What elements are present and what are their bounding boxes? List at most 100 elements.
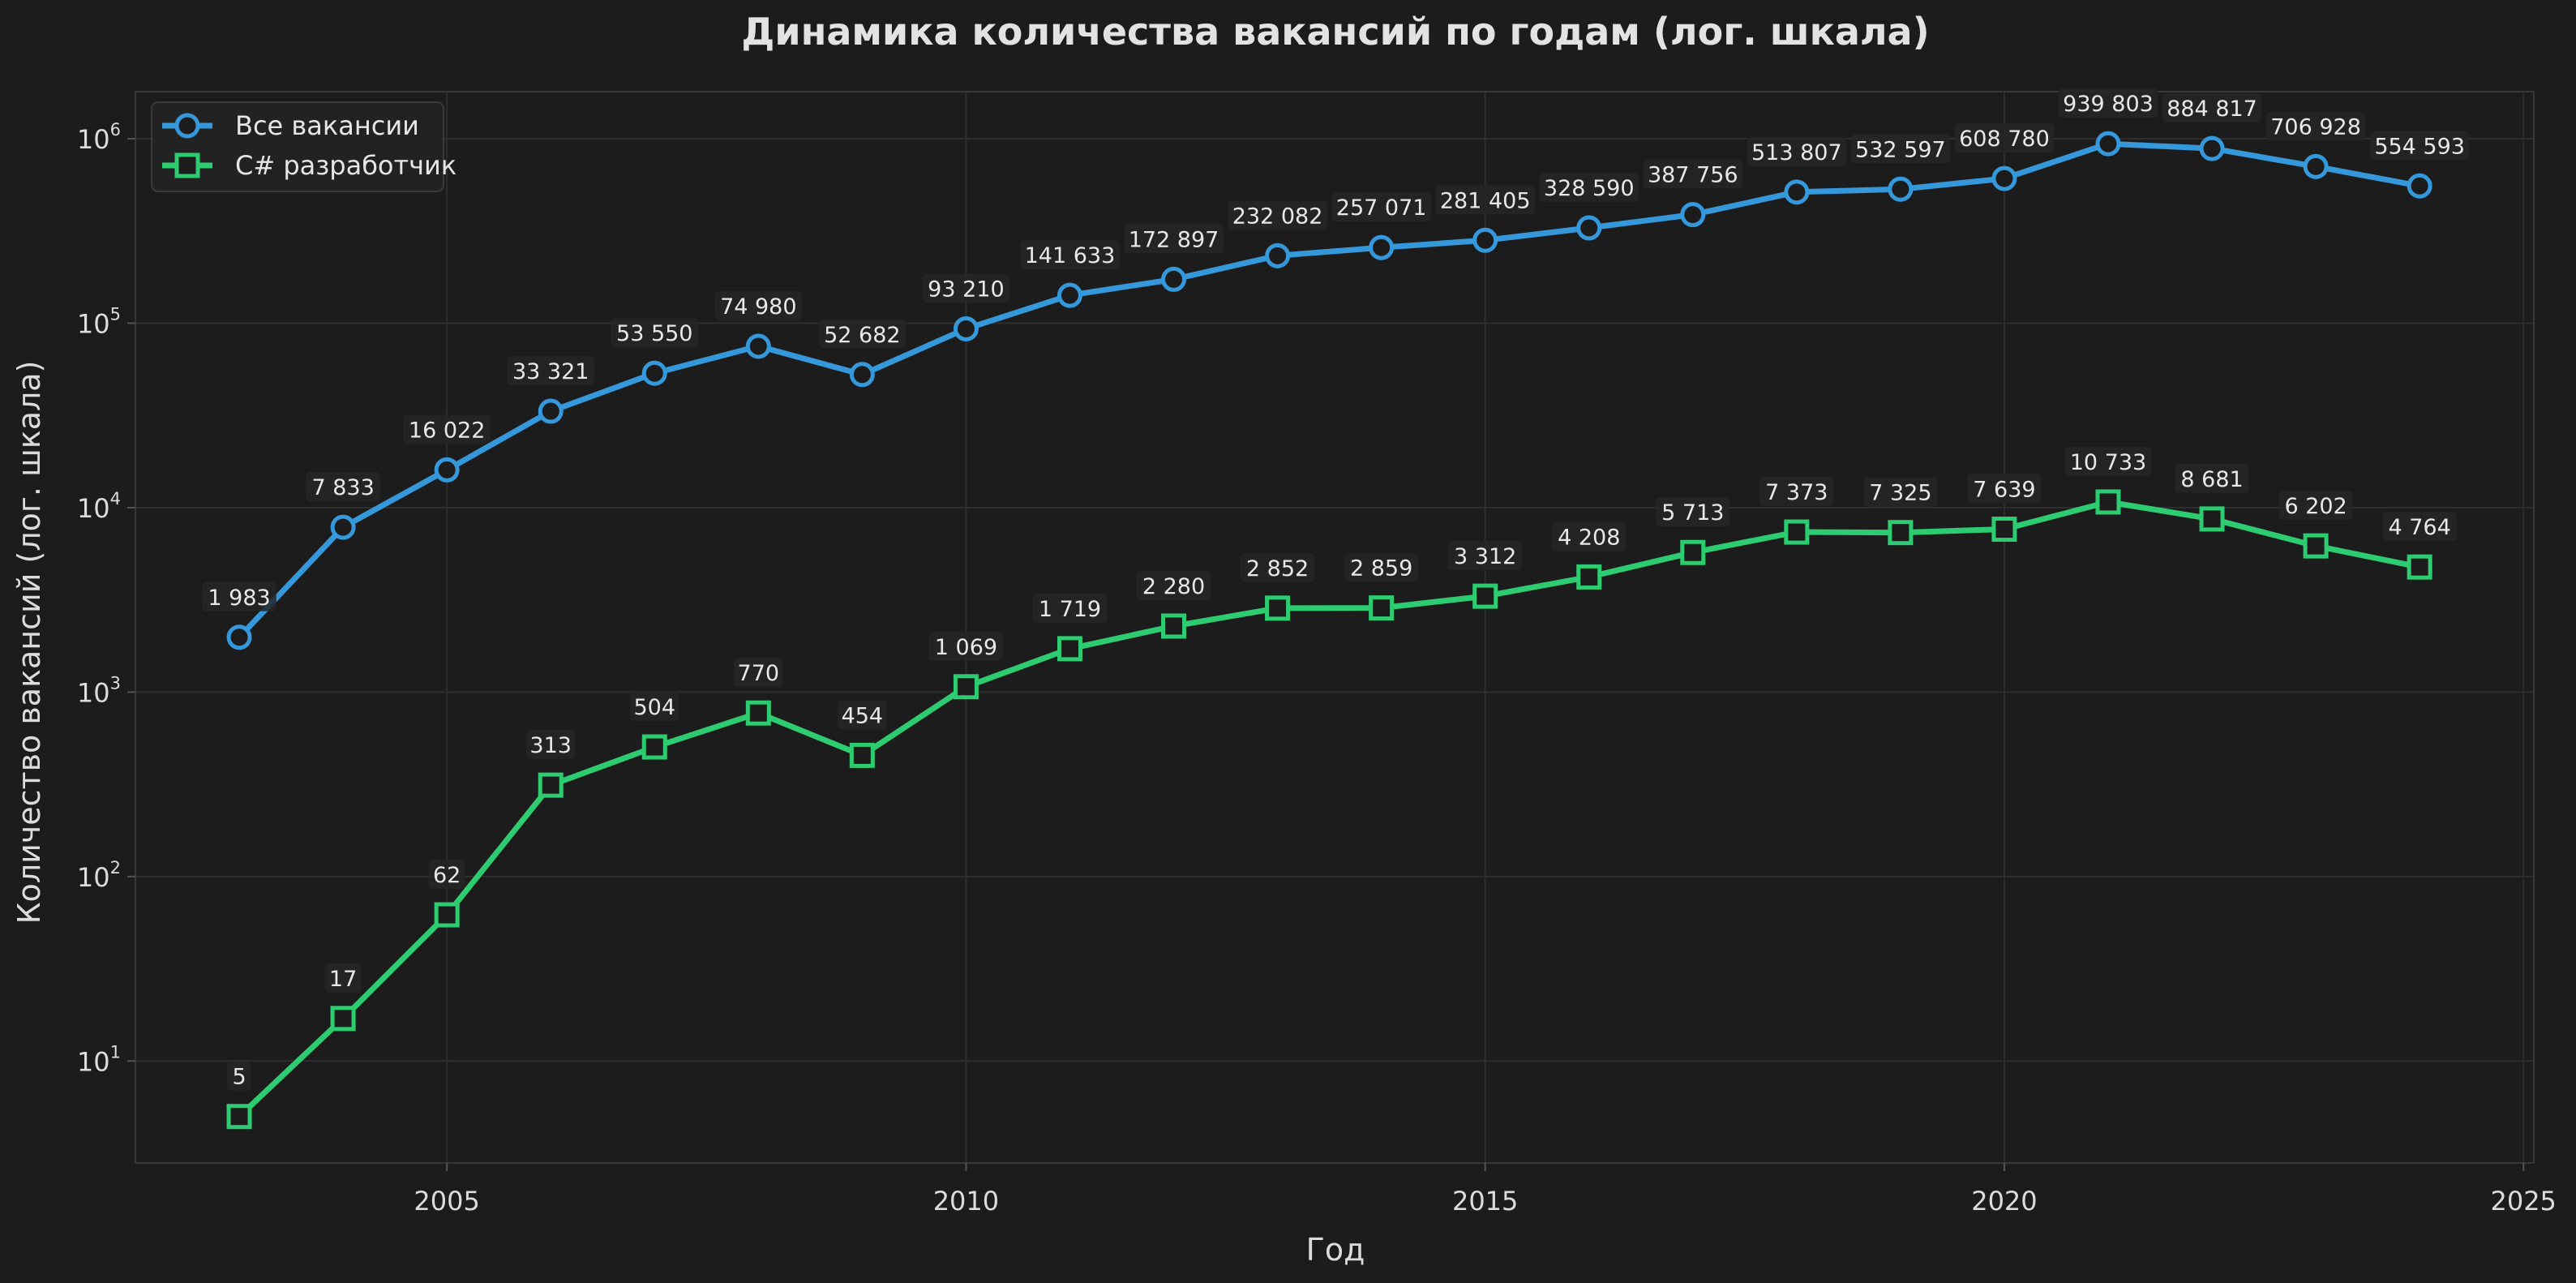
- data-label-box: [2382, 512, 2457, 542]
- data-label-box: [2175, 463, 2249, 493]
- data-label-box: [1759, 477, 1834, 507]
- data-label-box: [838, 700, 887, 730]
- data-label-box: [2369, 131, 2470, 161]
- legend: Все вакансии C# разработчик: [151, 101, 456, 192]
- x-axis-ticks: 2005 2010 2015 2020 2025: [414, 1163, 2557, 1216]
- data-label-box: [1240, 552, 1315, 582]
- y-tick-exponent: 5: [110, 304, 121, 324]
- data-point: [1784, 179, 1810, 205]
- data-label: 554 593: [2374, 134, 2465, 159]
- data-label-box: [1228, 200, 1327, 230]
- data-label: 2 280: [1142, 574, 1205, 599]
- data-label-box: [2265, 111, 2366, 141]
- y-tick-base: 10: [77, 677, 110, 708]
- data-label: 172 897: [1129, 227, 1219, 252]
- data-label: 7 639: [1973, 478, 2035, 503]
- data-label-box: [227, 1061, 251, 1091]
- data-point: [2303, 153, 2329, 179]
- data-point: [641, 734, 667, 760]
- series-1: 1 983 7 833 16 022 33 321 53 550 74 980 52 682…: [202, 88, 2470, 650]
- data-label: 4 764: [2388, 515, 2450, 540]
- data-label-box: [1539, 172, 1639, 202]
- data-label-box: [734, 658, 783, 688]
- data-point: [1576, 564, 1602, 590]
- data-label: 513 807: [1751, 140, 1842, 165]
- data-label-box: [1032, 593, 1108, 623]
- data-point: [953, 674, 979, 700]
- data-point: [641, 360, 667, 386]
- y-tick-exponent: 3: [110, 673, 121, 693]
- data-label: 141 633: [1025, 243, 1116, 268]
- data-point: [1472, 583, 1498, 609]
- data-label: 504: [633, 695, 675, 720]
- data-label-box: [1344, 552, 1419, 582]
- data-point: [1369, 234, 1395, 260]
- data-label: 6 202: [2284, 494, 2347, 519]
- data-point: [1472, 227, 1498, 253]
- data-point: [2303, 533, 2329, 559]
- data-label-box: [922, 273, 1009, 303]
- data-label-box: [403, 414, 491, 444]
- data-point: [745, 700, 771, 726]
- data-point: [1161, 266, 1187, 292]
- data-point: [1265, 595, 1291, 621]
- data-label-box: [714, 290, 802, 320]
- data-label: 93 210: [928, 277, 1004, 302]
- data-label-box: [1020, 240, 1120, 270]
- data-point: [226, 1104, 252, 1130]
- data-label: 706 928: [2270, 114, 2361, 139]
- data-point: [330, 514, 356, 540]
- data-label: 3 312: [1454, 544, 1516, 569]
- legend-marker: [174, 152, 200, 178]
- data-label-box: [202, 581, 276, 611]
- x-tick-label: 2005: [414, 1186, 479, 1216]
- data-label-box: [1331, 192, 1431, 222]
- data-label: 770: [738, 661, 780, 686]
- data-label: 74 980: [720, 294, 796, 320]
- data-point: [1369, 595, 1395, 621]
- data-label-box: [525, 730, 576, 760]
- data-label: 8 681: [2180, 467, 2243, 492]
- data-point: [1576, 215, 1602, 241]
- data-point: [538, 398, 564, 424]
- y-tick-label: 104: [77, 489, 121, 524]
- data-label-box: [1954, 123, 2055, 153]
- data-label-box: [324, 963, 362, 993]
- data-label: 2 859: [1350, 556, 1412, 581]
- data-point: [2095, 489, 2121, 515]
- legend-item: Все вакансии: [162, 110, 419, 141]
- data-label: 387 756: [1648, 163, 1738, 188]
- data-point: [1680, 202, 1706, 228]
- data-label: 5: [232, 1065, 246, 1090]
- data-label: 313: [529, 733, 572, 758]
- data-label-box: [1863, 477, 1938, 507]
- data-label-box: [1124, 224, 1224, 254]
- data-label-box: [507, 356, 594, 386]
- data-label: 7 373: [1765, 480, 1828, 505]
- data-point: [2199, 135, 2225, 161]
- data-point: [434, 902, 460, 928]
- data-label: 52 682: [824, 323, 900, 348]
- data-label: 454: [842, 703, 884, 728]
- y-tick-exponent: 1: [110, 1042, 121, 1062]
- data-label: 328 590: [1544, 176, 1635, 201]
- data-label: 1 719: [1039, 597, 1101, 622]
- data-point: [1057, 636, 1082, 662]
- data-point: [1161, 613, 1187, 639]
- data-point: [1057, 282, 1082, 308]
- data-point: [849, 742, 875, 768]
- data-label: 53 550: [616, 321, 692, 346]
- x-tick-label: 2010: [933, 1186, 999, 1216]
- y-tick-label: 101: [77, 1042, 121, 1077]
- y-tick-exponent: 6: [110, 120, 121, 139]
- series-layer: 1 983 7 833 16 022 33 321 53 550 74 980 52 682…: [202, 88, 2470, 1130]
- data-label-box: [1747, 136, 1847, 166]
- data-label-box: [1435, 185, 1535, 215]
- data-label-box: [306, 472, 380, 502]
- data-label: 232 082: [1232, 204, 1323, 229]
- data-label: 532 597: [1855, 137, 1946, 162]
- data-point: [2199, 506, 2225, 532]
- data-label: 1 069: [935, 635, 997, 660]
- data-point: [1888, 176, 1914, 202]
